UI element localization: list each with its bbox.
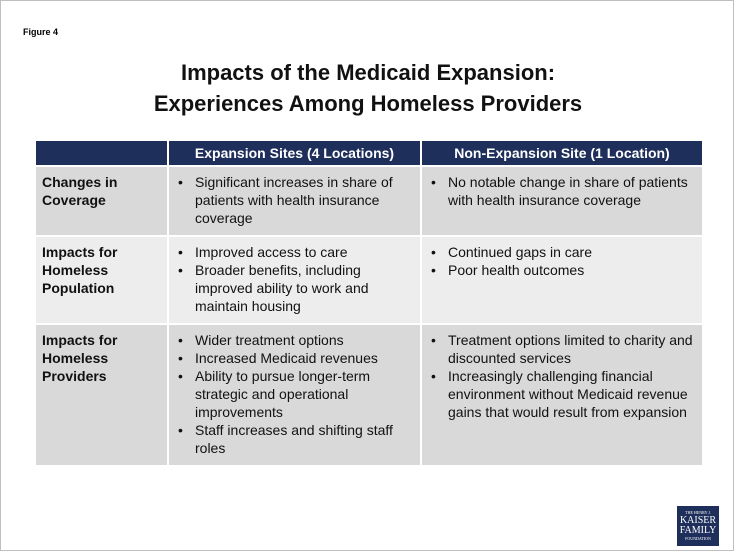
title-line: Impacts of the Medicaid Expansion: — [180, 60, 556, 85]
bullet-item: Poor health outcomes — [431, 261, 696, 279]
bullet-list: Continued gaps in carePoor health outcom… — [428, 243, 696, 279]
table-cell: Wider treatment optionsIncreased Medicai… — [167, 323, 421, 465]
header-row: Expansion Sites (4 Locations) Non-Expansi… — [36, 141, 702, 166]
bullet-item: Significant increases in share of patien… — [178, 173, 414, 227]
bullet-list: Wider treatment optionsIncreased Medicai… — [175, 331, 414, 457]
row-label: Impacts for Homeless Population — [36, 235, 168, 324]
header-cell — [36, 141, 168, 166]
figure-label: Figure 4 — [23, 27, 59, 37]
bullet-item: Increased Medicaid revenues — [178, 349, 414, 367]
bullet-list: Significant increases in share of patien… — [175, 173, 414, 227]
title: Impacts of the Medicaid Expansion: Experi… — [1, 57, 734, 119]
bullet-item: Increasingly challenging financial envir… — [431, 367, 696, 421]
logo: THE HENRY J. KAISER FAMILY FOUNDATION — [677, 506, 719, 546]
logo-text: THE HENRY J. — [685, 510, 711, 515]
bullet-item: Broader benefits, including improved abi… — [178, 261, 414, 315]
table-row: Changes in CoverageSignificant increases… — [36, 165, 702, 236]
bullet-item: Ability to pursue longer-term strategic … — [178, 367, 414, 421]
table-cell: Continued gaps in carePoor health outcom… — [420, 235, 702, 324]
table-cell: Treatment options limited to charity and… — [420, 323, 702, 465]
logo-text: FAMILY — [679, 525, 717, 536]
bullet-item: Wider treatment options — [178, 331, 414, 349]
bullet-list: Treatment options limited to charity and… — [428, 331, 696, 421]
bullet-list: No notable change in share of patients w… — [428, 173, 696, 209]
table-cell: Improved access to careBroader benefits,… — [167, 235, 421, 324]
table-cell: No notable change in share of patients w… — [420, 165, 702, 236]
table-row: Impacts for Homeless PopulationImproved … — [36, 235, 702, 324]
bullet-item: No notable change in share of patients w… — [431, 173, 696, 209]
logo-text: KAISER — [679, 515, 717, 526]
title-line: Experiences Among Homeless Providers — [153, 91, 583, 116]
bullet-item: Staff increases and shifting staff roles — [178, 421, 414, 457]
header-cell: Non-Expansion Site (1 Location) — [420, 141, 702, 166]
row-label: Changes in Coverage — [36, 165, 168, 236]
logo-text: FOUNDATION — [685, 536, 711, 541]
bullet-item: Improved access to care — [178, 243, 414, 261]
row-label: Impacts for Homeless Providers — [36, 323, 168, 465]
bullet-list: Improved access to careBroader benefits,… — [175, 243, 414, 315]
bullet-item: Continued gaps in care — [431, 243, 696, 261]
bullet-item: Treatment options limited to charity and… — [431, 331, 696, 367]
table-cell: Significant increases in share of patien… — [167, 165, 421, 236]
header-cell: Expansion Sites (4 Locations) — [167, 141, 421, 166]
table-row: Impacts for Homeless ProvidersWider trea… — [36, 323, 702, 465]
comparison-table: Expansion Sites (4 Locations) Non-Expansi… — [36, 141, 702, 465]
